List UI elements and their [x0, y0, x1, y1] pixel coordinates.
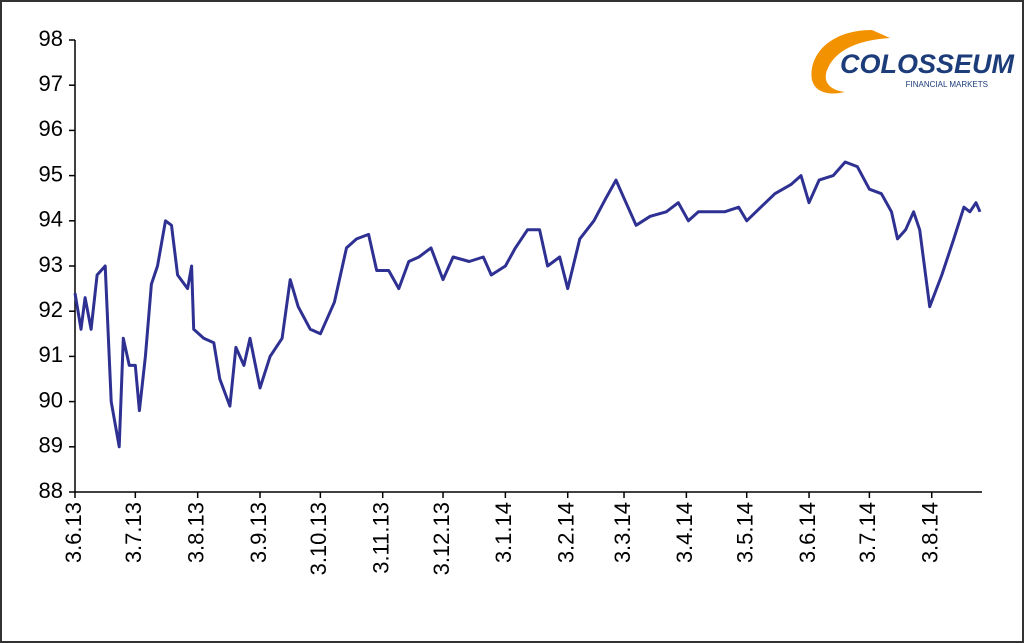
y-tick-label: 92 [39, 297, 63, 322]
x-tick-label: 3.1.14 [491, 502, 516, 563]
x-tick-label: 3.7.14 [855, 502, 880, 563]
x-tick-label: 3.6.14 [795, 502, 820, 563]
logo-name: COLOSSEUM [840, 49, 1015, 79]
y-tick-label: 94 [39, 207, 63, 232]
y-tick-label: 95 [39, 161, 63, 186]
y-tick-label: 96 [39, 116, 63, 141]
price-line [73, 160, 982, 449]
y-tick-label: 91 [39, 342, 63, 367]
x-tick-label: 3.9.13 [246, 502, 271, 563]
y-tick-label: 98 [39, 26, 63, 51]
x-tick-label: 3.8.14 [918, 502, 943, 563]
logo-tagline: FINANCIAL MARKETS [906, 80, 988, 89]
y-tick-label: 90 [39, 387, 63, 412]
y-tick-label: 89 [39, 433, 63, 458]
x-tick-label: 3.2.14 [554, 502, 579, 563]
x-tick-label: 3.4.14 [672, 502, 697, 563]
x-tick-label: 3.7.13 [121, 502, 146, 563]
y-tick-label: 97 [39, 71, 63, 96]
x-tick-label: 3.10.13 [306, 502, 331, 575]
y-tick-label: 88 [39, 478, 63, 503]
x-tick-label: 3.11.13 [369, 502, 394, 574]
x-tick-label: 3.8.13 [183, 502, 208, 563]
x-tick-label: 3.5.14 [733, 502, 758, 563]
x-tick-label: 3.6.13 [61, 502, 86, 563]
x-tick-label: 3.12.13 [429, 502, 454, 575]
y-tick-label: 93 [39, 252, 63, 277]
x-tick-label: 3.3.14 [610, 502, 635, 563]
logo-swoosh [811, 30, 890, 94]
logo: COLOSSEUM FINANCIAL MARKETS [811, 30, 1015, 94]
